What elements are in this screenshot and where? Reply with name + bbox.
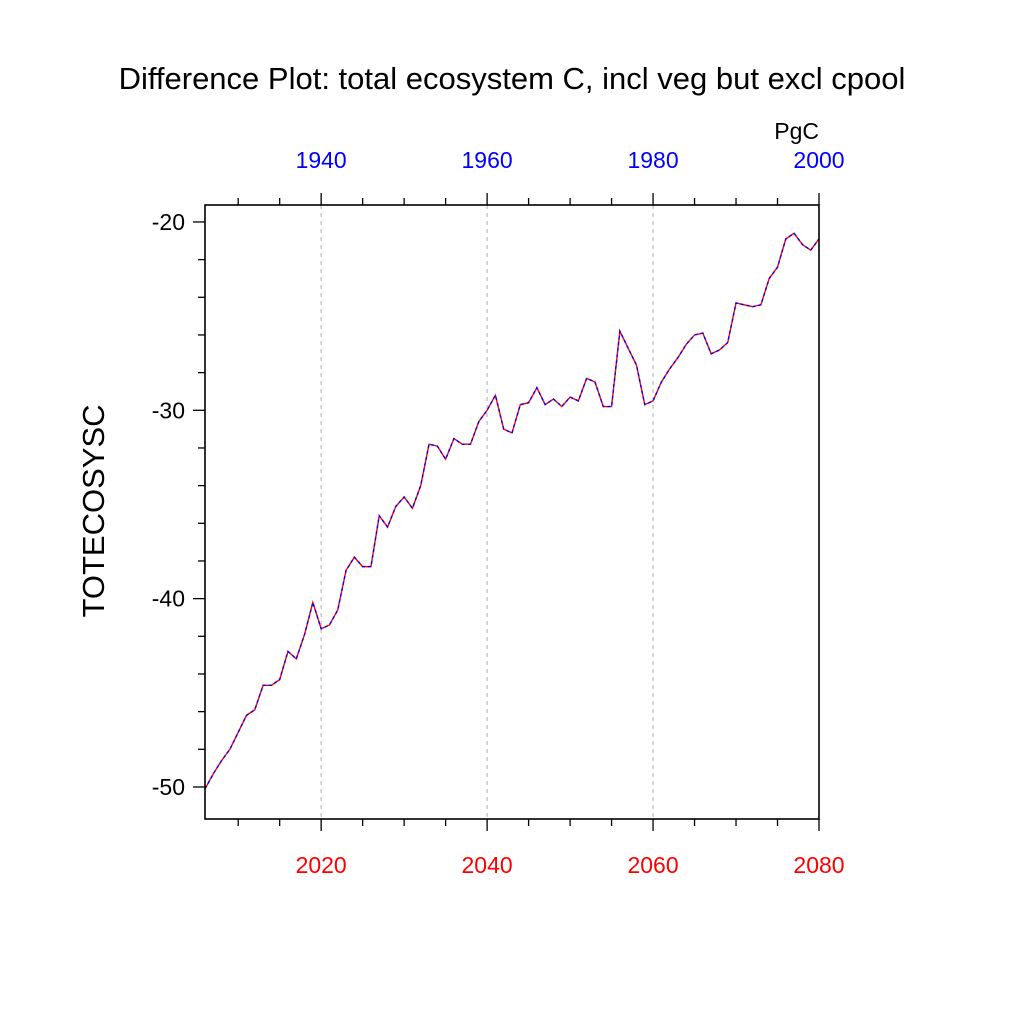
plot-frame <box>204 204 820 820</box>
grid-lines <box>320 205 654 819</box>
series-line-primary <box>204 232 820 790</box>
x-bottom-tick-label: 2020 <box>296 852 347 878</box>
x-top-tick-label: 1940 <box>296 147 347 173</box>
y-tick-label: -20 <box>152 209 185 235</box>
x-top-tick-label: 2000 <box>793 147 844 173</box>
x-bottom-tick-label: 2040 <box>462 852 513 878</box>
x-bottom-tick-label: 2080 <box>793 852 844 878</box>
series-line-secondary <box>204 232 820 790</box>
y-tick-label: -40 <box>152 586 185 612</box>
units-label: PgC <box>774 118 819 144</box>
x-bottom-tick-label: 2060 <box>627 852 678 878</box>
x-axis-top-ticks: 1940 1960 1980 2000 <box>237 147 845 205</box>
series-layer <box>204 232 820 790</box>
y-axis-label: TOTECOSYSC <box>76 404 111 617</box>
x-top-tick-label: 1980 <box>627 147 678 173</box>
x-axis-bottom-ticks: 2020 2040 2060 2080 <box>237 819 845 878</box>
y-tick-label: -30 <box>152 397 185 423</box>
x-top-tick-label: 1960 <box>462 147 513 173</box>
chart-title: Difference Plot: total ecosystem C, incl… <box>119 61 906 96</box>
y-axis-ticks: -50 -40 -30 -20 <box>152 209 205 800</box>
y-tick-label: -50 <box>152 774 185 800</box>
